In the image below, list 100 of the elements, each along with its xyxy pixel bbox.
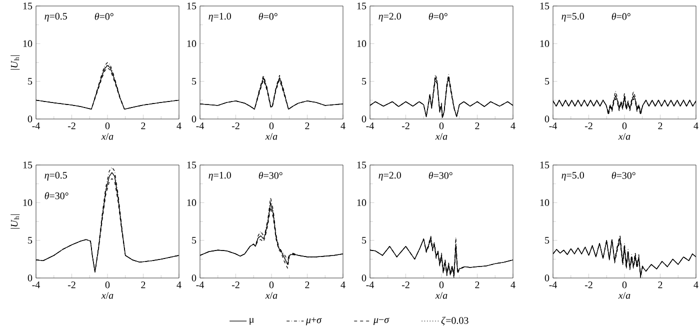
annotation: η=0.5 xyxy=(44,172,67,181)
x-axis-title: x/a xyxy=(435,292,448,299)
x-tick-label: -2 xyxy=(584,282,592,288)
legend-label: μ+σ xyxy=(306,317,322,326)
x-tick-label: -2 xyxy=(584,122,592,130)
x-tick-label: -4 xyxy=(32,282,40,288)
y-tick-label: 5 xyxy=(28,237,32,244)
annotation: η=1.0 xyxy=(208,12,231,22)
x-tick-label: -4 xyxy=(196,282,204,288)
annotation: θ=30° xyxy=(612,172,636,179)
x-tick-label: 4 xyxy=(510,282,516,288)
legend-label: μ xyxy=(250,318,254,325)
annotation: η=2.0 xyxy=(378,172,401,181)
x-tick-label: -2 xyxy=(232,122,240,130)
x-tick-label: -2 xyxy=(68,282,76,288)
y-tick-label: 10 xyxy=(187,199,196,206)
x-tick-label: 0 xyxy=(622,122,627,130)
x-tick-label: 2 xyxy=(658,282,662,288)
y-tick-label: 15 xyxy=(540,162,550,168)
y-tick-label: 5 xyxy=(28,78,32,85)
y-axis-title: |U$_{h}$| xyxy=(10,55,20,70)
y-tick-label: 10 xyxy=(540,40,550,48)
x-tick-label: -4 xyxy=(196,122,204,130)
x-tick-label: 2 xyxy=(475,122,480,130)
y-tick-label: 10 xyxy=(357,199,366,206)
x-tick-label: 2 xyxy=(475,282,480,288)
y-tick-label: 0 xyxy=(362,116,366,122)
annotation: η=1.0 xyxy=(208,172,231,181)
y-tick-label: 0 xyxy=(192,116,196,122)
x-tick-label: -4 xyxy=(366,282,374,288)
x-axis-title: x/a xyxy=(101,292,114,299)
x-axis-title: x/a xyxy=(101,133,114,140)
x-tick-label: 4 xyxy=(176,282,182,288)
x-tick-label: 2 xyxy=(141,122,146,130)
annotation: θ=0° xyxy=(612,12,630,20)
x-tick-label: -2 xyxy=(402,122,410,130)
y-tick-label: 10 xyxy=(23,40,32,48)
y-tick-label: 0 xyxy=(544,116,550,122)
x-tick-label: 2 xyxy=(305,122,310,130)
annotation: θ=30° xyxy=(258,172,282,179)
annotation: η=5.0 xyxy=(562,12,584,22)
legend-label: μ−σ xyxy=(373,318,390,325)
x-tick-label: 0 xyxy=(105,282,110,288)
y-tick-label: 15 xyxy=(540,2,550,10)
y-tick-label: 0 xyxy=(192,274,196,282)
y-tick-label: 10 xyxy=(357,40,366,48)
x-tick-label: -4 xyxy=(549,282,557,288)
y-tick-label: 0 xyxy=(544,274,550,282)
x-tick-label: 4 xyxy=(694,282,698,288)
annotation: θ=0° xyxy=(94,12,114,20)
annotation: η=2.0 xyxy=(378,12,401,22)
y-tick-label: 5 xyxy=(545,237,550,244)
y-tick-label: 5 xyxy=(192,78,196,85)
x-tick-label: 2 xyxy=(658,122,662,130)
y-tick-label: 5 xyxy=(362,237,366,244)
y-tick-label: 5 xyxy=(545,78,550,85)
annotation: η=5.0 xyxy=(562,172,584,181)
y-tick-label: 0 xyxy=(28,274,32,282)
x-tick-label: 2 xyxy=(305,282,310,288)
x-tick-label: 2 xyxy=(141,282,146,288)
x-axis-title: x/a xyxy=(618,133,630,140)
annotation: θ=0° xyxy=(428,12,448,20)
x-tick-label: -2 xyxy=(68,122,76,130)
x-axis-title: x/a xyxy=(435,133,448,140)
y-tick-label: 10 xyxy=(23,199,32,206)
annotation: η=0.5 xyxy=(44,12,67,22)
x-tick-label: -4 xyxy=(366,122,374,130)
y-tick-label: 15 xyxy=(23,162,32,168)
x-axis-title: x/a xyxy=(618,292,630,299)
annotation: θ=30° xyxy=(428,172,452,179)
x-axis-title: x/a xyxy=(265,292,278,299)
x-tick-label: 0 xyxy=(622,282,627,288)
y-axis-title: |U$_{h}$| xyxy=(10,214,20,229)
x-tick-label: 0 xyxy=(105,122,110,130)
x-tick-label: 4 xyxy=(340,282,346,288)
annotation: θ=0° xyxy=(258,12,278,20)
y-tick-label: 10 xyxy=(540,199,550,206)
x-tick-label: -4 xyxy=(32,122,40,130)
y-tick-label: 15 xyxy=(187,2,196,10)
y-tick-label: 5 xyxy=(362,78,366,85)
x-tick-label: 0 xyxy=(439,282,444,288)
annotation: θ=30° xyxy=(44,192,68,200)
y-tick-label: 10 xyxy=(187,40,196,48)
x-tick-label: 4 xyxy=(176,122,182,130)
y-tick-label: 15 xyxy=(357,162,366,168)
y-tick-label: 0 xyxy=(362,274,366,282)
x-tick-label: -4 xyxy=(549,122,558,130)
y-tick-label: 15 xyxy=(23,2,32,10)
x-tick-label: 4 xyxy=(510,122,516,130)
legend-label: ζ=0.03 xyxy=(441,316,468,326)
x-tick-label: 0 xyxy=(269,282,274,288)
y-tick-label: 5 xyxy=(192,237,196,244)
y-tick-label: 15 xyxy=(187,162,196,168)
x-tick-label: 0 xyxy=(439,122,444,130)
x-tick-label: -2 xyxy=(402,282,410,288)
x-axis-title: x/a xyxy=(265,133,278,140)
x-tick-label: -2 xyxy=(232,282,240,288)
y-tick-label: 15 xyxy=(357,2,366,10)
x-tick-label: 4 xyxy=(340,122,346,130)
x-tick-label: 0 xyxy=(269,122,274,130)
